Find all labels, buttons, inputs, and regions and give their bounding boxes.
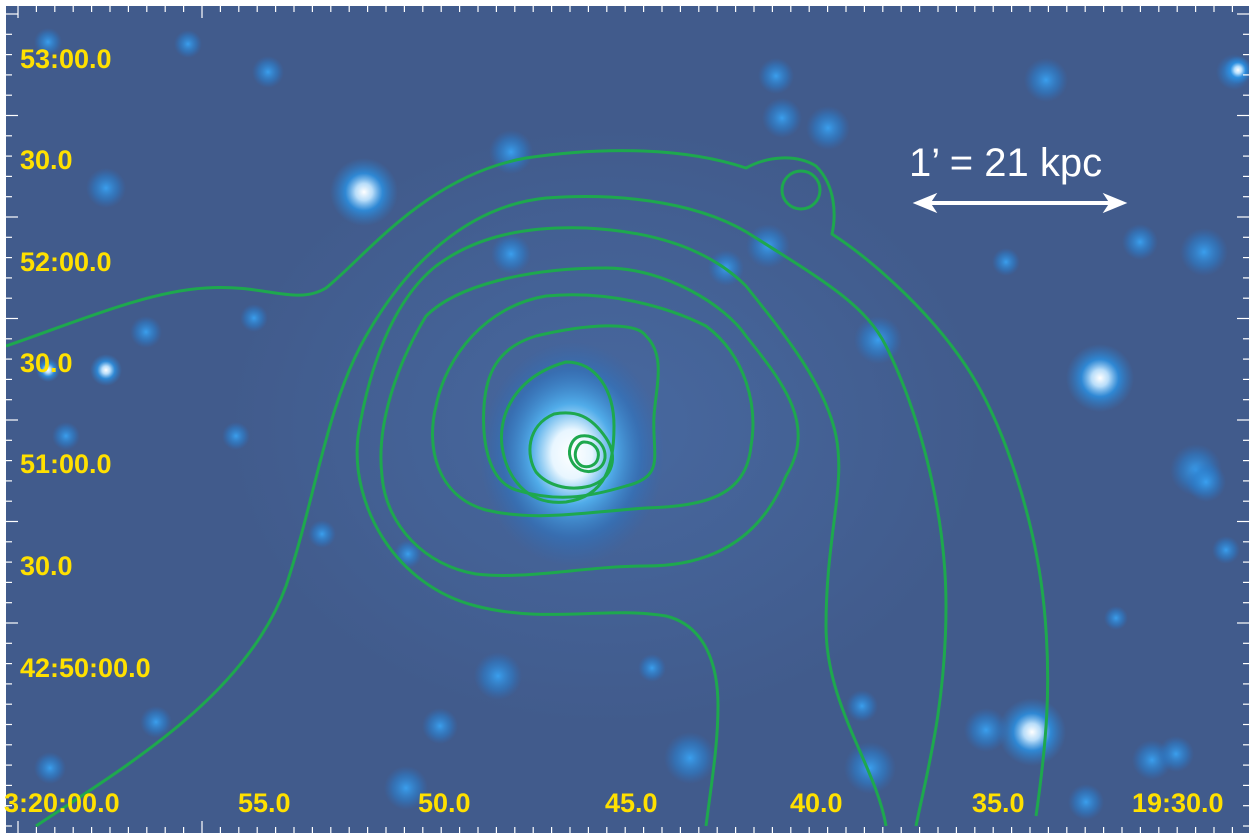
- contour-3: [355, 226, 888, 827]
- faint-source: [140, 706, 172, 738]
- scale-bar-arrow: [912, 192, 1128, 214]
- faint-source: [252, 56, 284, 88]
- dec-label-53-00: 53:00.0: [20, 44, 112, 74]
- faint-source: [846, 690, 878, 722]
- faint-source: [854, 316, 902, 364]
- contour-6: [482, 324, 660, 499]
- faint-source: [1186, 462, 1226, 502]
- faint-source: [474, 652, 522, 700]
- faint-source: [34, 28, 62, 56]
- faint-source: [222, 422, 250, 450]
- bright-star: [998, 698, 1066, 766]
- bright-star: [90, 354, 122, 386]
- faint-source: [762, 98, 802, 138]
- faint-source: [1024, 58, 1068, 102]
- faint-source: [174, 30, 202, 58]
- faint-source: [491, 234, 531, 274]
- bright-star: [1224, 56, 1249, 84]
- contour-knot: [780, 169, 822, 211]
- contour-lines: [6, 149, 1050, 828]
- faint-source: [384, 766, 428, 810]
- faint-source: [489, 130, 533, 174]
- scale-bar-label: 1’ = 21 kpc: [909, 141, 1103, 185]
- faint-source: [964, 708, 1008, 752]
- sky-image: [6, 6, 1249, 833]
- contour-8: [528, 411, 615, 490]
- dec-label-50-30: 30.0: [20, 551, 73, 581]
- faint-source: [52, 422, 80, 450]
- faint-source: [1180, 228, 1228, 276]
- contour-4: [379, 266, 800, 577]
- dec-label-51-00: 51:00.0: [20, 449, 112, 479]
- faint-source: [422, 708, 458, 744]
- bright-stars: [36, 56, 1249, 766]
- faint-source: [1158, 736, 1194, 772]
- ra-label-45: 45.0: [605, 788, 658, 818]
- faint-source: [758, 58, 794, 94]
- dec-label-52-00: 52:00.0: [20, 247, 112, 277]
- ra-label-50: 50.0: [418, 788, 471, 818]
- ra-label-55: 55.0: [238, 788, 291, 818]
- bright-star: [330, 158, 398, 226]
- faint-source: [1068, 784, 1104, 820]
- bright-star: [36, 358, 60, 382]
- ra-label-40: 40.0: [790, 788, 843, 818]
- contour-5: [431, 293, 755, 518]
- contour-outer: [6, 149, 1050, 817]
- contour-7: [499, 360, 616, 504]
- faint-source: [806, 106, 850, 150]
- ra-label-19-30: 19:30.0: [1132, 788, 1224, 818]
- axis-ticks: [6, 6, 1249, 833]
- faint-source: [844, 742, 896, 794]
- faint-source: [86, 168, 126, 208]
- contour-core-a: [568, 434, 607, 473]
- faint-source: [1104, 606, 1128, 630]
- faint-sources: [34, 28, 1249, 820]
- faint-source: [638, 654, 666, 682]
- ra-label-35: 35.0: [972, 788, 1025, 818]
- dec-label-50-00: 42:50:00.0: [20, 653, 151, 683]
- faint-source: [1122, 224, 1158, 260]
- faint-source: [992, 248, 1020, 276]
- contour-2: [35, 195, 948, 828]
- dec-label-51-30: 30.0: [20, 348, 73, 378]
- faint-source: [394, 540, 422, 568]
- faint-source: [1212, 536, 1240, 564]
- faint-source: [664, 732, 716, 784]
- faint-source: [240, 304, 268, 332]
- ra-label-20-00: 3:20:00.0: [4, 788, 120, 818]
- contour-core-b: [573, 440, 600, 469]
- faint-source: [34, 752, 66, 784]
- central-galaxy: [480, 342, 664, 566]
- faint-source: [130, 316, 162, 348]
- dec-label-52-30: 30.0: [20, 145, 73, 175]
- bright-star: [1066, 344, 1134, 412]
- faint-source: [308, 520, 336, 548]
